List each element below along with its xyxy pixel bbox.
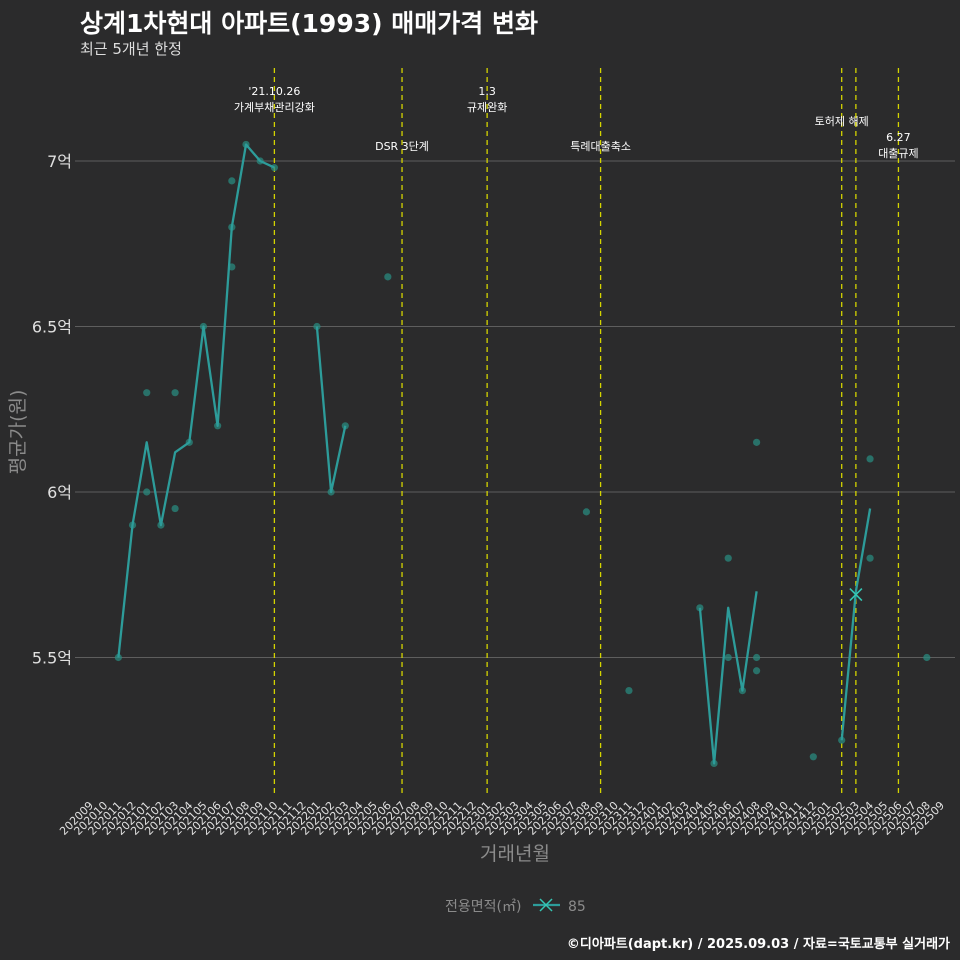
event-label: '21.10.26 (248, 85, 300, 98)
data-point (923, 653, 931, 662)
series-line-85 (698, 591, 758, 765)
y-tick-label: 6.5억 (32, 318, 72, 337)
event-label: 규제완화 (467, 101, 507, 114)
data-point (753, 667, 761, 675)
y-tick-label: 6억 (47, 483, 72, 502)
event-label: 가계부채관리강화 (234, 101, 315, 114)
event-label: 1.3 (478, 85, 496, 98)
data-point (143, 389, 151, 397)
legend-key-85 (533, 898, 560, 912)
data-point (114, 653, 122, 662)
x-axis-title: 거래년월 (480, 843, 550, 865)
data-point (753, 438, 761, 446)
axes: 거래년월 평균가(원) 5.5억6억6.5억7억2020092020102020… (7, 152, 947, 865)
data-point (171, 389, 179, 397)
data-point (866, 455, 874, 463)
data-point (753, 653, 761, 662)
legend-title: 전용면적(㎡) (445, 899, 521, 915)
data-point (171, 504, 179, 513)
data-point (724, 653, 732, 662)
data-point (143, 488, 151, 496)
event-label: DSR 3단계 (375, 140, 429, 153)
y-tick-label: 5.5억 (32, 649, 72, 668)
legend-label-85: 85 (568, 899, 586, 915)
chart-subtitle: 최근 5개년 한정 (80, 40, 182, 58)
event-label: 대출규제 (878, 147, 918, 160)
data-point (866, 554, 874, 562)
gridlines (75, 160, 955, 658)
event-label: 특례대출축소 (570, 140, 631, 153)
y-axis-title: 평균가(원) (7, 390, 29, 475)
data-point (625, 687, 633, 695)
highlight-marker (849, 588, 863, 602)
data-point (724, 554, 732, 562)
event-label: 6.27 (886, 131, 911, 144)
series-line-85 (840, 508, 872, 741)
legend: 전용면적(㎡) 85 (445, 898, 586, 915)
price-series (114, 140, 931, 768)
source-caption: ©디아파트(dapt.kr) / 2025.09.03 / 자료=국토교통부 실… (566, 937, 950, 952)
event-label: 토허제 해제 (815, 114, 869, 128)
chart-title: 상계1차현대 아파트(1993) 매매가격 변화 (80, 9, 538, 38)
y-tick-label: 7억 (47, 152, 72, 171)
data-point (384, 273, 392, 281)
data-point (228, 177, 236, 185)
data-point (582, 508, 591, 516)
series-line-85 (315, 326, 347, 494)
data-point (809, 753, 817, 761)
series-line-85 (117, 143, 275, 658)
